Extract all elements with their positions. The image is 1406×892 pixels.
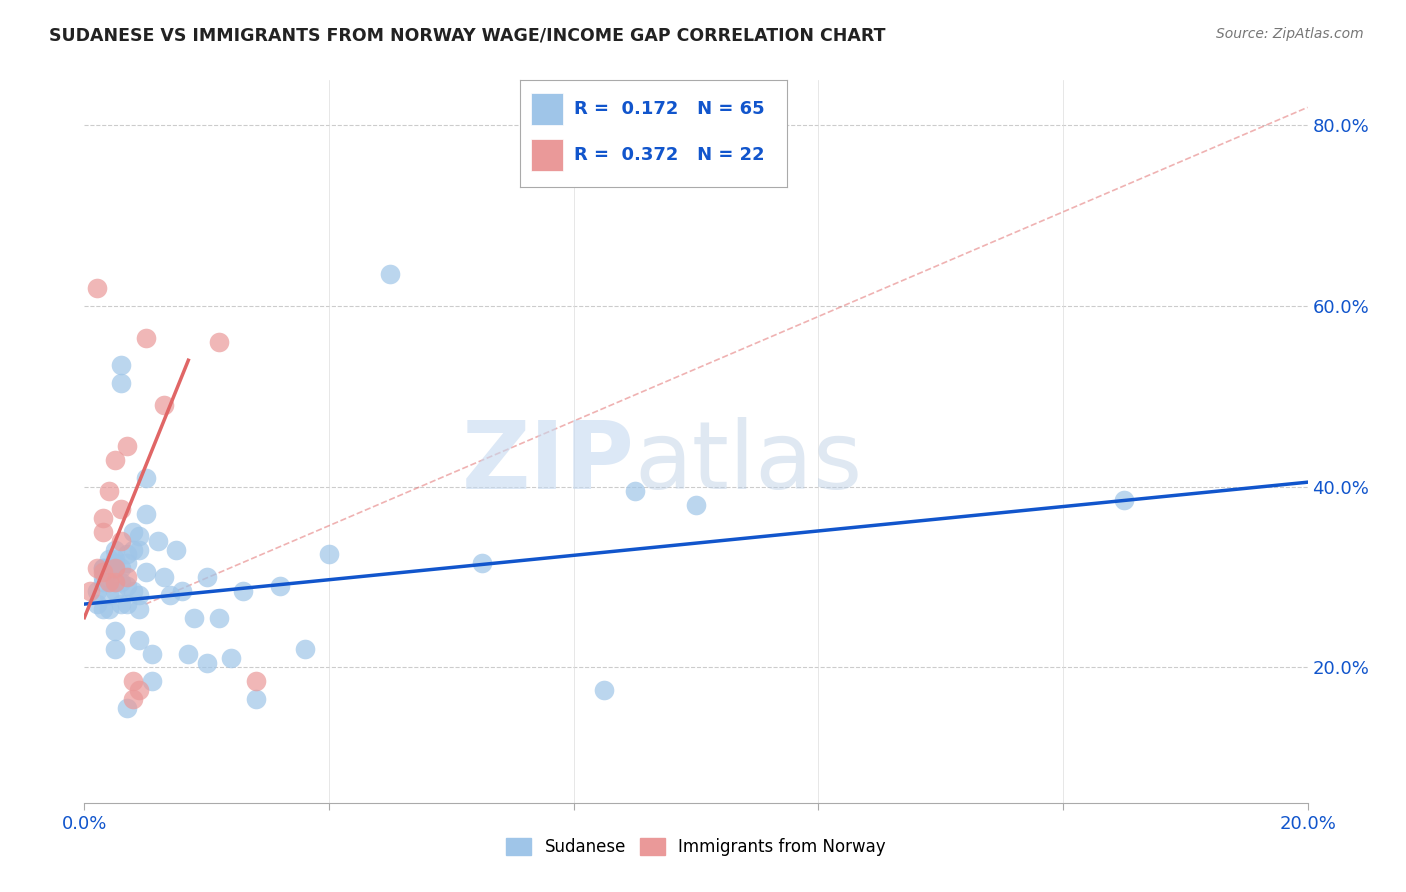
Point [91,561,114,575]
Point [110,502,132,516]
Point [97,552,120,566]
Point [183,610,205,624]
Point [593,682,616,697]
Point [122,583,145,598]
Point [135,471,157,485]
Point [146,533,169,548]
Point [91,524,114,539]
Point [208,610,231,624]
Point [165,542,187,557]
Point [141,673,163,688]
Point [110,358,132,372]
Point [195,570,218,584]
Point [104,452,127,467]
Point [110,533,132,548]
Point [195,656,218,670]
Point [219,651,242,665]
Point [1114,493,1136,508]
Point [91,566,114,580]
Point [91,561,114,575]
Point [128,529,150,543]
Point [91,601,114,615]
Point [380,268,402,282]
Point [115,548,138,562]
Point [122,542,145,557]
Point [86,281,108,295]
Text: SUDANESE VS IMMIGRANTS FROM NORWAY WAGE/INCOME GAP CORRELATION CHART: SUDANESE VS IMMIGRANTS FROM NORWAY WAGE/… [49,27,886,45]
Point [104,561,127,575]
Point [91,511,114,525]
Point [86,583,108,598]
Point [104,574,127,589]
Point [104,642,127,657]
Point [115,579,138,593]
Point [153,398,176,412]
Point [110,574,132,589]
Point [104,583,127,598]
Point [122,524,145,539]
Point [208,335,231,350]
Text: R =  0.372   N = 22: R = 0.372 N = 22 [574,146,765,164]
Point [318,548,340,562]
Point [177,647,200,661]
Point [471,557,494,571]
Point [153,570,176,584]
Point [128,542,150,557]
Point [245,673,267,688]
Point [79,583,101,598]
Point [104,557,127,571]
Point [97,574,120,589]
Point [115,439,138,453]
Text: Source: ZipAtlas.com: Source: ZipAtlas.com [1216,27,1364,41]
Point [685,498,707,512]
Point [294,642,316,657]
Point [128,588,150,602]
Point [110,597,132,611]
Point [122,673,145,688]
Point [135,566,157,580]
Point [122,692,145,706]
Point [97,561,120,575]
Point [115,557,138,571]
Point [86,561,108,575]
Point [91,570,114,584]
Point [269,579,291,593]
FancyBboxPatch shape [531,139,562,171]
Point [128,682,150,697]
Point [97,566,120,580]
Point [135,507,157,521]
Text: R =  0.172   N = 65: R = 0.172 N = 65 [574,100,765,118]
Point [104,624,127,639]
Point [104,552,127,566]
Point [110,376,132,390]
Point [159,588,181,602]
Point [104,542,127,557]
Point [97,588,120,602]
FancyBboxPatch shape [531,93,562,125]
Point [110,561,132,575]
Point [245,692,267,706]
Point [141,647,163,661]
Point [104,574,127,589]
Point [91,574,114,589]
Point [128,601,150,615]
Legend: Sudanese, Immigrants from Norway: Sudanese, Immigrants from Norway [499,831,893,863]
Point [104,561,127,575]
Point [97,484,120,499]
Point [115,701,138,715]
Text: ZIP: ZIP [463,417,636,509]
Text: atlas: atlas [636,417,863,509]
Point [172,583,194,598]
Point [232,583,254,598]
Point [115,597,138,611]
Point [115,570,138,584]
Point [128,633,150,648]
Point [135,331,157,345]
Point [97,601,120,615]
Point [86,597,108,611]
Point [624,484,647,499]
